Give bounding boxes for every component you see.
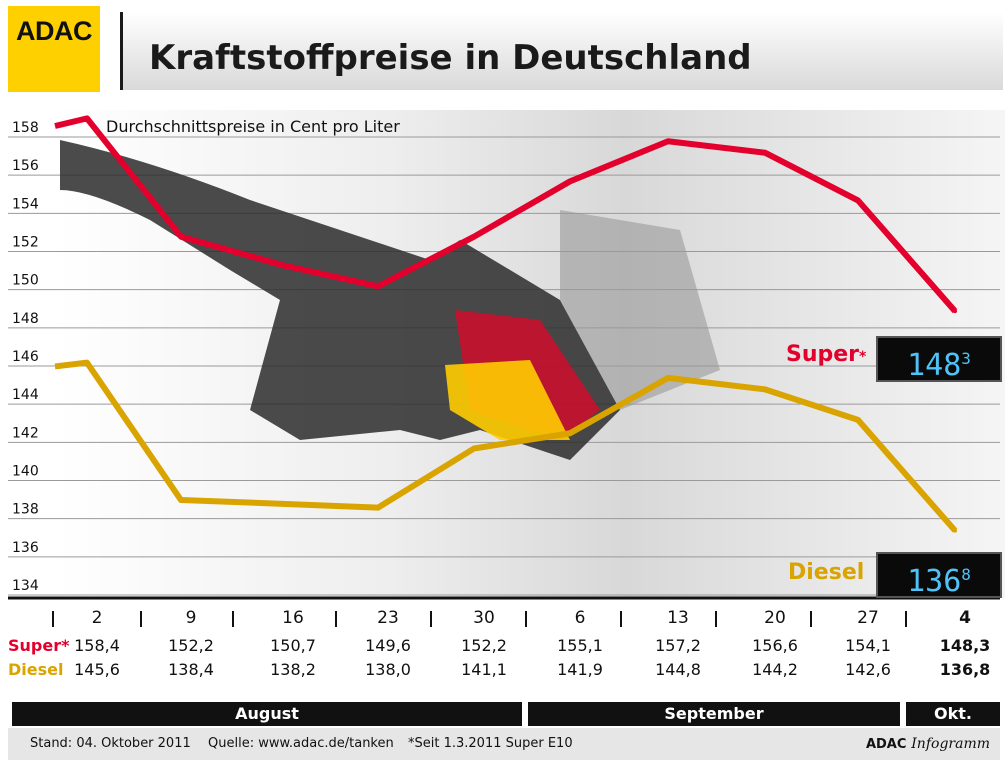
x-tick — [620, 611, 622, 627]
footer: Stand: 04. Oktober 2011 Quelle: www.adac… — [8, 728, 1000, 760]
month-september: September — [528, 702, 900, 726]
logo-text: ADAC — [16, 16, 93, 46]
data-label-super: 155,1 — [557, 636, 603, 655]
data-label-diesel: 138,0 — [365, 660, 411, 679]
data-label-diesel: 141,9 — [557, 660, 603, 679]
row-label-super: Super* — [8, 636, 70, 655]
y-axis: 158 156 154 152 150 148 146 144 142 140 138 136 134 — [12, 120, 39, 594]
y-tick-label: 134 — [12, 578, 39, 594]
y-tick-label: 154 — [12, 196, 39, 212]
row-label-diesel: Diesel — [8, 660, 64, 679]
y-tick-label: 158 — [12, 120, 39, 136]
y-tick-label: 140 — [12, 464, 39, 480]
y-tick-label: 150 — [12, 273, 39, 289]
diesel-series-label: Diesel — [788, 560, 865, 585]
x-tick-label: 4 — [959, 608, 971, 628]
chart-subtitle: Durchschnittspreise in Cent pro Liter — [106, 117, 400, 136]
footer-brand: ADAC Infogramm — [865, 736, 990, 752]
footer-note: *Seit 1.3.2011 Super E10 — [408, 736, 573, 751]
data-label-diesel: 138,2 — [270, 660, 316, 679]
series-lines — [54, 115, 958, 533]
data-point-super — [666, 139, 670, 144]
data-label-super: 150,7 — [270, 636, 316, 655]
x-tick — [52, 611, 54, 627]
data-point-super — [376, 284, 380, 289]
footer-stand: Stand: 04. Oktober 2011 — [30, 736, 191, 751]
x-tick — [140, 611, 142, 627]
x-tick — [525, 611, 527, 627]
x-tick-label: 9 — [185, 608, 197, 628]
data-label-diesel: 136,8 — [939, 660, 991, 679]
data-point-super — [568, 179, 572, 184]
x-tick-label: 27 — [857, 608, 879, 628]
data-label-super: 148,3 — [939, 636, 991, 655]
diesel-price-display: 1368 — [876, 552, 1002, 599]
y-tick-label: 136 — [12, 540, 39, 556]
data-label-super: 152,2 — [461, 636, 507, 655]
data-label-super: 154,1 — [845, 636, 891, 655]
data-label-diesel: 144,2 — [752, 660, 798, 679]
x-tick — [430, 611, 432, 627]
page-title: Kraftstoffpreise in Deutschland — [149, 38, 752, 78]
data-label-diesel: 142,6 — [845, 660, 891, 679]
x-tick — [905, 611, 907, 627]
y-tick-label: 146 — [12, 349, 39, 365]
data-point-diesel — [953, 528, 957, 533]
data-point-diesel — [472, 446, 476, 451]
data-point-super — [281, 263, 285, 268]
y-tick-label: 156 — [12, 158, 39, 174]
data-point-diesel — [281, 501, 285, 506]
x-tick-label: 23 — [377, 608, 399, 628]
data-label-super: 158,4 — [74, 636, 120, 655]
x-tick-label: 16 — [282, 608, 304, 628]
y-tick-label: 138 — [12, 502, 39, 518]
data-point-diesel — [763, 387, 767, 392]
data-point-super — [85, 116, 89, 121]
data-point-super — [472, 234, 476, 239]
y-tick-label: 142 — [12, 425, 39, 441]
data-label-diesel: 144,8 — [655, 660, 701, 679]
x-tick — [810, 611, 812, 627]
data-label-super: 156,6 — [752, 636, 798, 655]
data-point-super — [856, 198, 860, 203]
month-august: August — [12, 702, 522, 726]
data-point-super — [953, 309, 957, 314]
data-label-diesel: 138,4 — [168, 660, 214, 679]
super-price-display: 1483 — [876, 336, 1002, 383]
data-label-diesel: 141,1 — [461, 660, 507, 679]
x-tick-label: 30 — [473, 608, 495, 628]
data-label-super: 152,2 — [168, 636, 214, 655]
data-point-diesel — [376, 505, 380, 510]
x-tick-label: 6 — [574, 608, 586, 628]
data-point-diesel — [179, 498, 183, 503]
data-table: 2 9 16 23 30 6 13 20 27 4 Super* 158,4 152,2 150,7 149… — [0, 600, 1008, 690]
data-label-diesel: 145,6 — [74, 660, 120, 679]
data-label-super: 149,6 — [365, 636, 411, 655]
y-tick-label: 144 — [12, 387, 39, 403]
month-oktober: Okt. — [906, 702, 1000, 726]
data-point-diesel — [856, 417, 860, 422]
x-tick-label: 2 — [91, 608, 103, 628]
data-point-diesel — [568, 431, 572, 436]
data-point-diesel — [666, 375, 670, 380]
y-tick-label: 148 — [12, 311, 39, 327]
super-series-label: Super* — [786, 342, 867, 367]
x-tick — [715, 611, 717, 627]
x-tick-label: 20 — [764, 608, 786, 628]
fuel-nozzle-image — [60, 140, 720, 460]
data-label-super: 157,2 — [655, 636, 701, 655]
x-tick — [232, 611, 234, 627]
x-tick-label: 13 — [667, 608, 689, 628]
x-tick — [335, 611, 337, 627]
line-chart: 158156154152150148146144142140138136134 … — [8, 110, 1005, 600]
data-point-super — [763, 150, 767, 155]
y-tick-label: 152 — [12, 235, 39, 251]
adac-logo: ADAC — [8, 6, 100, 92]
data-point-diesel — [85, 360, 89, 365]
footer-source: Quelle: www.adac.de/tanken — [208, 736, 394, 751]
data-point-super — [179, 234, 183, 239]
title-bar: Kraftstoffpreise in Deutschland — [120, 12, 1003, 90]
